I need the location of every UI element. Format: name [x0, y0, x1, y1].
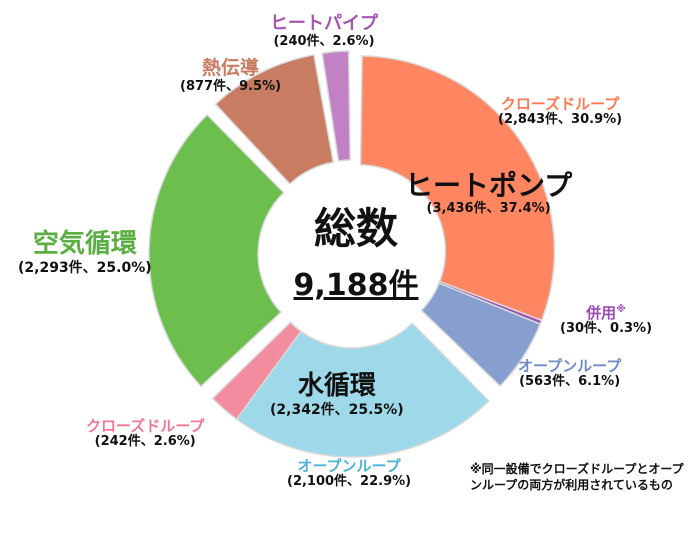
slice-4-0: [321, 50, 351, 162]
chart-title: 総数: [313, 204, 398, 253]
label-hp-open-loop: オープンループ (563件、6.1%): [518, 357, 622, 390]
label-hp-combined-name: 併用: [586, 304, 617, 322]
label-hp-open-loop-value: (563件、6.1%): [519, 374, 621, 390]
label-hp-combined-marker: ※: [616, 304, 626, 315]
label-heat-pump: ヒートポンプ (3,436件、37.4%): [405, 169, 573, 217]
label-air-circulation-value: (2,293件、25.0%): [18, 259, 152, 276]
slice-1-0: [235, 322, 490, 458]
label-wc-closed-loop-value: (242件、2.6%): [94, 434, 196, 450]
label-hp-open-loop-name: オープンループ: [518, 357, 622, 375]
chart-center: 総数 9,188件: [276, 208, 436, 304]
label-wc-closed-loop-name: クローズドループ: [86, 417, 205, 435]
label-hp-closed-loop: クローズドループ (2,843件、30.9%): [498, 95, 623, 128]
footnote: ※同一設備でクローズドループとオープンループの両方が利用されているもの: [470, 462, 684, 492]
label-heat-pipe-name: ヒートパイプ: [270, 13, 378, 34]
label-water-circulation-name: 水循環: [297, 371, 376, 401]
slice-2-0: [148, 113, 285, 388]
label-hp-closed-loop-name: クローズドループ: [500, 95, 620, 113]
label-wc-closed-loop: クローズドループ (242件、2.6%): [86, 417, 205, 450]
label-hp-combined: 併用※ (30件、0.3%): [560, 304, 652, 337]
slice-0-0: [359, 55, 556, 322]
label-air-circulation-name: 空気循環: [32, 229, 137, 259]
label-heat-conduction-value: (877件、9.5%): [180, 78, 282, 94]
slice-1-1: [211, 321, 303, 421]
label-heat-conduction-name: 熱伝導: [202, 57, 260, 79]
label-wc-open-loop-name: オープンループ: [297, 457, 401, 475]
label-water-circulation-value: (2,342件、25.5%): [270, 401, 404, 418]
label-heat-pump-name: ヒートポンプ: [405, 169, 573, 202]
label-water-circulation: 水循環 (2,342件、25.5%): [270, 371, 404, 418]
label-heat-pipe-value: (240件、2.6%): [273, 33, 375, 49]
slice-3-0: [214, 54, 335, 185]
label-hp-closed-loop-value: (2,843件、30.9%): [498, 112, 623, 128]
label-air-circulation: 空気循環 (2,293件、25.0%): [18, 229, 152, 276]
label-heat-conduction: 熱伝導 (877件、9.5%): [180, 57, 282, 95]
label-wc-open-loop: オープンループ (2,100件、22.9%): [287, 457, 412, 490]
chart-total: 9,188件: [293, 268, 419, 303]
slice-0-2: [420, 282, 542, 388]
label-heat-pipe: ヒートパイプ (240件、2.6%): [270, 13, 378, 50]
label-wc-open-loop-value: (2,100件、22.9%): [287, 474, 412, 490]
label-hp-combined-value: (30件、0.3%): [560, 321, 653, 337]
label-heat-pump-value: (3,436件、37.4%): [426, 201, 551, 217]
